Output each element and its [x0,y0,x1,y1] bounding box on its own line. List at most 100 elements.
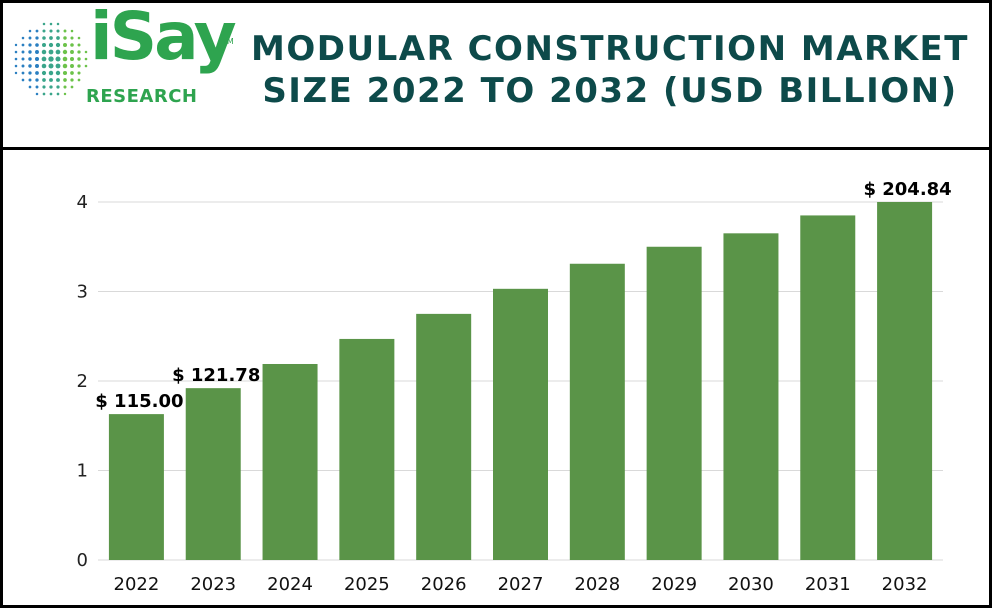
x-tick-label: 2029 [651,574,697,595]
logo-dot [62,63,68,69]
logo-dot [48,49,54,55]
logo-dot [70,29,74,33]
logo-dot [77,78,81,82]
logo-dot [35,85,39,89]
logo-dot [21,43,25,47]
bar-chart: 0 1 2 3 4 2022 2023 2024 2025 2026 2027 2028 2029 203… [77,179,952,595]
bar-2028 [569,263,625,560]
logo-dot [49,29,53,33]
x-tick-label: 2026 [421,574,467,595]
logo-dot [84,57,88,61]
logo-dot [70,71,74,75]
logo-dot [55,56,61,62]
logo-dot [49,78,53,82]
logo-dot [84,50,88,54]
logo-dot [35,64,39,68]
logo-dot [70,43,74,47]
logo-dot [77,64,81,68]
y-tick-label: 0 [77,550,88,571]
logo-dot [55,42,61,48]
bar-2025 [339,338,395,560]
logo-dot [21,57,25,61]
bar-2023 [185,388,241,560]
bar-2032 [877,202,933,560]
logo-dot [14,50,18,54]
logo-dot [70,64,74,68]
logo-dot [28,71,32,75]
logo-dot [35,71,39,75]
logo-dot [49,92,53,96]
y-tick-label: 2 [77,371,88,392]
logo-dot [63,29,67,33]
logo-dot [70,78,74,82]
logo-dot [63,78,67,82]
x-tick-label: 2027 [498,574,544,595]
logo-dot [56,22,60,26]
logo-dot [41,70,47,76]
logo-dot [14,57,18,61]
data-label-2022: $ 115.00 [95,391,183,412]
logo-dot [34,56,40,62]
logo-dot [77,43,81,47]
isay-research-logo: iSay TM RESEARCH [10,4,237,110]
logo-dot [35,50,39,54]
logo-dot [56,78,60,82]
bar-2031 [800,215,856,561]
x-tick-label: 2022 [114,574,160,595]
logo-dot [28,57,32,61]
logo-dot [41,42,47,48]
logo-dot [35,92,39,96]
logo-dot [69,56,75,62]
logo-subtitle: RESEARCH [86,86,198,107]
logo-dot [41,49,47,55]
chart-title-line-1: MODULAR CONSTRUCTION MARKET [251,29,969,69]
logo-dot [49,36,53,40]
chart-title: MODULAR CONSTRUCTION MARKET SIZE 2022 TO… [240,28,980,112]
bar-2024 [262,363,318,560]
logo-dot [41,63,47,69]
logo-dot [42,85,46,89]
logo-dot [55,63,61,69]
logo-dot [21,36,25,40]
logo-dot [62,56,68,62]
logo-dot [49,22,53,26]
logo-dot [35,78,39,82]
logo-dot [77,50,81,54]
x-tick-label: 2025 [344,574,390,595]
logo-dot [77,57,81,61]
header: iSay TM RESEARCH MODULAR CONSTRUCTION MA… [0,0,992,150]
logo-dot [14,43,18,47]
logo-trademark: TM [222,37,234,46]
y-tick-label: 3 [77,282,88,303]
logo-dot [70,50,74,54]
logo-dot [55,70,61,76]
logo-dot [42,22,46,26]
logo-dot [21,71,25,75]
logo-dot [41,56,47,62]
globe-dots-icon [14,22,88,96]
logo-wordmark: iSay [90,0,237,75]
y-tick-label: 4 [77,192,88,213]
logo-dot [77,71,81,75]
logo-dot [28,50,32,54]
x-tick-label: 2031 [805,574,851,595]
logo-dot [42,29,46,33]
y-tick-label: 1 [77,461,88,482]
logo-dot [28,29,32,33]
x-tick-label: 2030 [728,574,774,595]
chart-title-line-2: SIZE 2022 TO 2032 (USD BILLION) [262,71,958,111]
logo-dot [70,36,74,40]
logo-dot [48,70,54,76]
logo-dot [14,64,18,68]
logo-dot [63,43,67,47]
logo-dot [28,64,32,68]
logo-dot [56,36,60,40]
logo-dot [21,64,25,68]
bar-2022 [108,414,164,560]
data-label-2032: $ 204.84 [863,179,951,200]
logo-dot [42,78,46,82]
logo-dot [56,29,60,33]
logo-dot [35,29,39,33]
logo-dot [63,85,67,89]
